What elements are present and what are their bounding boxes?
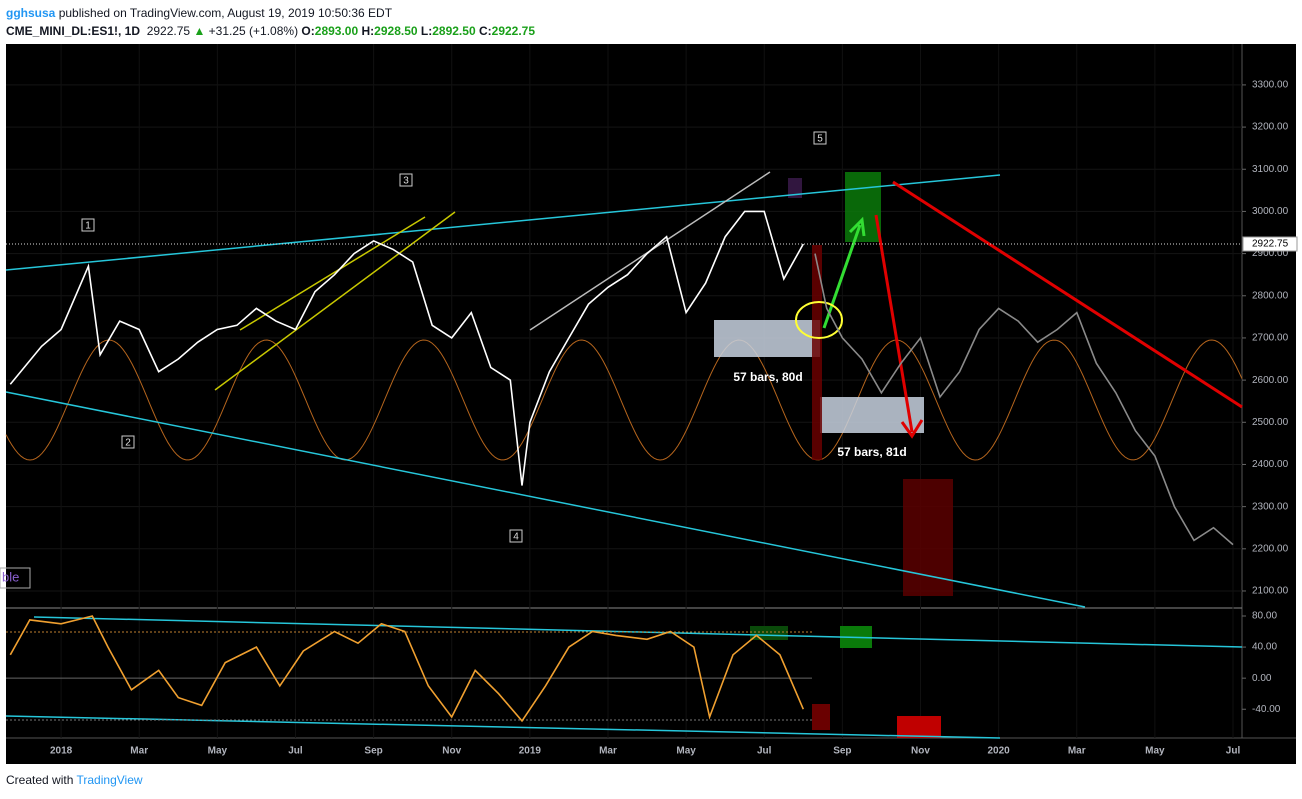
c-label: C: — [478, 24, 492, 38]
x-tick-label: Sep — [833, 746, 851, 757]
zone-box — [903, 479, 953, 596]
x-tick-label: Nov — [442, 746, 461, 757]
y-tick-label: 3300.00 — [1252, 80, 1289, 91]
y-tick-label: -40.00 — [1252, 704, 1281, 715]
low: 2892.50 — [432, 24, 476, 38]
x-tick-label: May — [1145, 746, 1165, 757]
y-tick-label: 3000.00 — [1252, 206, 1289, 217]
footer: Created with TradingView — [6, 773, 143, 787]
zone-box — [714, 320, 820, 357]
zone-box — [897, 716, 941, 738]
x-tick-label: May — [676, 746, 696, 757]
price-line — [9, 210, 804, 486]
wave-box — [399, 173, 413, 187]
brand[interactable]: TradingView — [76, 773, 143, 787]
wave-box — [81, 218, 95, 232]
last-price-label: 2922.75 — [1252, 239, 1289, 250]
x-tick-label: May — [208, 746, 228, 757]
x-tick-label: 2020 — [988, 746, 1011, 757]
x-tick-label: Jul — [757, 746, 772, 757]
arrow — [874, 214, 924, 439]
close: 2922.75 — [491, 24, 536, 38]
arrow — [822, 216, 866, 329]
y-tick-label: 2600.00 — [1252, 375, 1289, 386]
zone-box — [812, 245, 822, 460]
zone-box — [820, 397, 924, 433]
last: 2922.75 — [146, 24, 191, 38]
o-label: O: — [301, 24, 315, 38]
price-line — [9, 615, 805, 723]
x-tick-label: Jul — [1226, 746, 1241, 757]
wave-label: 2 — [125, 438, 131, 449]
last-price-box — [1242, 236, 1298, 252]
wave-label: 3 — [403, 176, 409, 187]
y-tick-label: 40.00 — [1252, 642, 1277, 653]
y-tick-label: 2200.00 — [1252, 543, 1289, 554]
high: 2928.50 — [374, 24, 418, 38]
header: gghsusa published on TradingView.com, Au… — [6, 4, 535, 40]
change: +31.25 (+1.08%) — [208, 24, 299, 38]
x-tick-label: 2019 — [519, 746, 542, 757]
zone-box — [750, 626, 788, 640]
zone-box — [812, 704, 830, 730]
y-tick-label: 2300.00 — [1252, 501, 1289, 512]
x-tick-label: Nov — [911, 746, 930, 757]
x-tick-label: Jul — [288, 746, 303, 757]
zone-box — [845, 172, 881, 242]
x-tick-label: Sep — [364, 746, 382, 757]
trend-line — [33, 616, 1243, 648]
y-tick-label: 80.00 — [1252, 611, 1277, 622]
wave-label: 1 — [85, 221, 91, 232]
cycle-wave — [5, 339, 1243, 461]
y-tick-label: 0.00 — [1252, 673, 1272, 684]
l-label: L: — [420, 24, 433, 38]
symbol: CME_MINI_DL:ES1!, 1D — [6, 24, 141, 38]
y-tick-label: 2800.00 — [1252, 290, 1289, 301]
wave-box — [121, 435, 135, 449]
wave-label: 4 — [513, 532, 519, 543]
wave-label: 5 — [817, 134, 823, 145]
x-tick-label: 2018 — [50, 746, 73, 757]
highlight — [795, 301, 843, 339]
y-tick-label: 2100.00 — [1252, 586, 1289, 597]
h-label: H: — [361, 24, 375, 38]
y-tick-label: 2400.00 — [1252, 459, 1289, 470]
wave-box — [813, 131, 827, 145]
trend-line — [214, 211, 456, 391]
x-tick-label: Mar — [130, 746, 148, 757]
arrow: ▲ — [193, 24, 206, 38]
zone-box — [788, 178, 802, 198]
y-tick-label: 2700.00 — [1252, 333, 1289, 344]
x-tick-label: Mar — [1068, 746, 1086, 757]
trend-line — [5, 391, 1086, 608]
published: published on TradingView.com, August 19,… — [58, 6, 393, 20]
author[interactable]: gghsusa — [6, 6, 56, 20]
y-tick-label: 3200.00 — [1252, 122, 1289, 133]
open: 2893.00 — [314, 24, 359, 38]
trend-line — [892, 180, 1243, 409]
chart-bg — [6, 44, 1296, 764]
wave-box — [509, 529, 523, 543]
trend-line — [5, 715, 1001, 739]
y-tick-label: 2900.00 — [1252, 248, 1289, 259]
zone-box — [840, 626, 872, 648]
box-label: 57 bars, 80d — [733, 370, 802, 384]
y-tick-label: 2500.00 — [1252, 417, 1289, 428]
footer-text: Created with — [6, 773, 74, 787]
trend-line — [239, 216, 426, 331]
cut-box — [0, 567, 31, 589]
price-line — [814, 253, 1234, 546]
trend-line — [529, 171, 771, 331]
y-tick-label: 3100.00 — [1252, 164, 1289, 175]
box-label: 57 bars, 81d — [837, 445, 906, 459]
x-tick-label: Mar — [599, 746, 617, 757]
trend-line — [5, 174, 1001, 271]
cut-label: ble — [2, 569, 19, 584]
